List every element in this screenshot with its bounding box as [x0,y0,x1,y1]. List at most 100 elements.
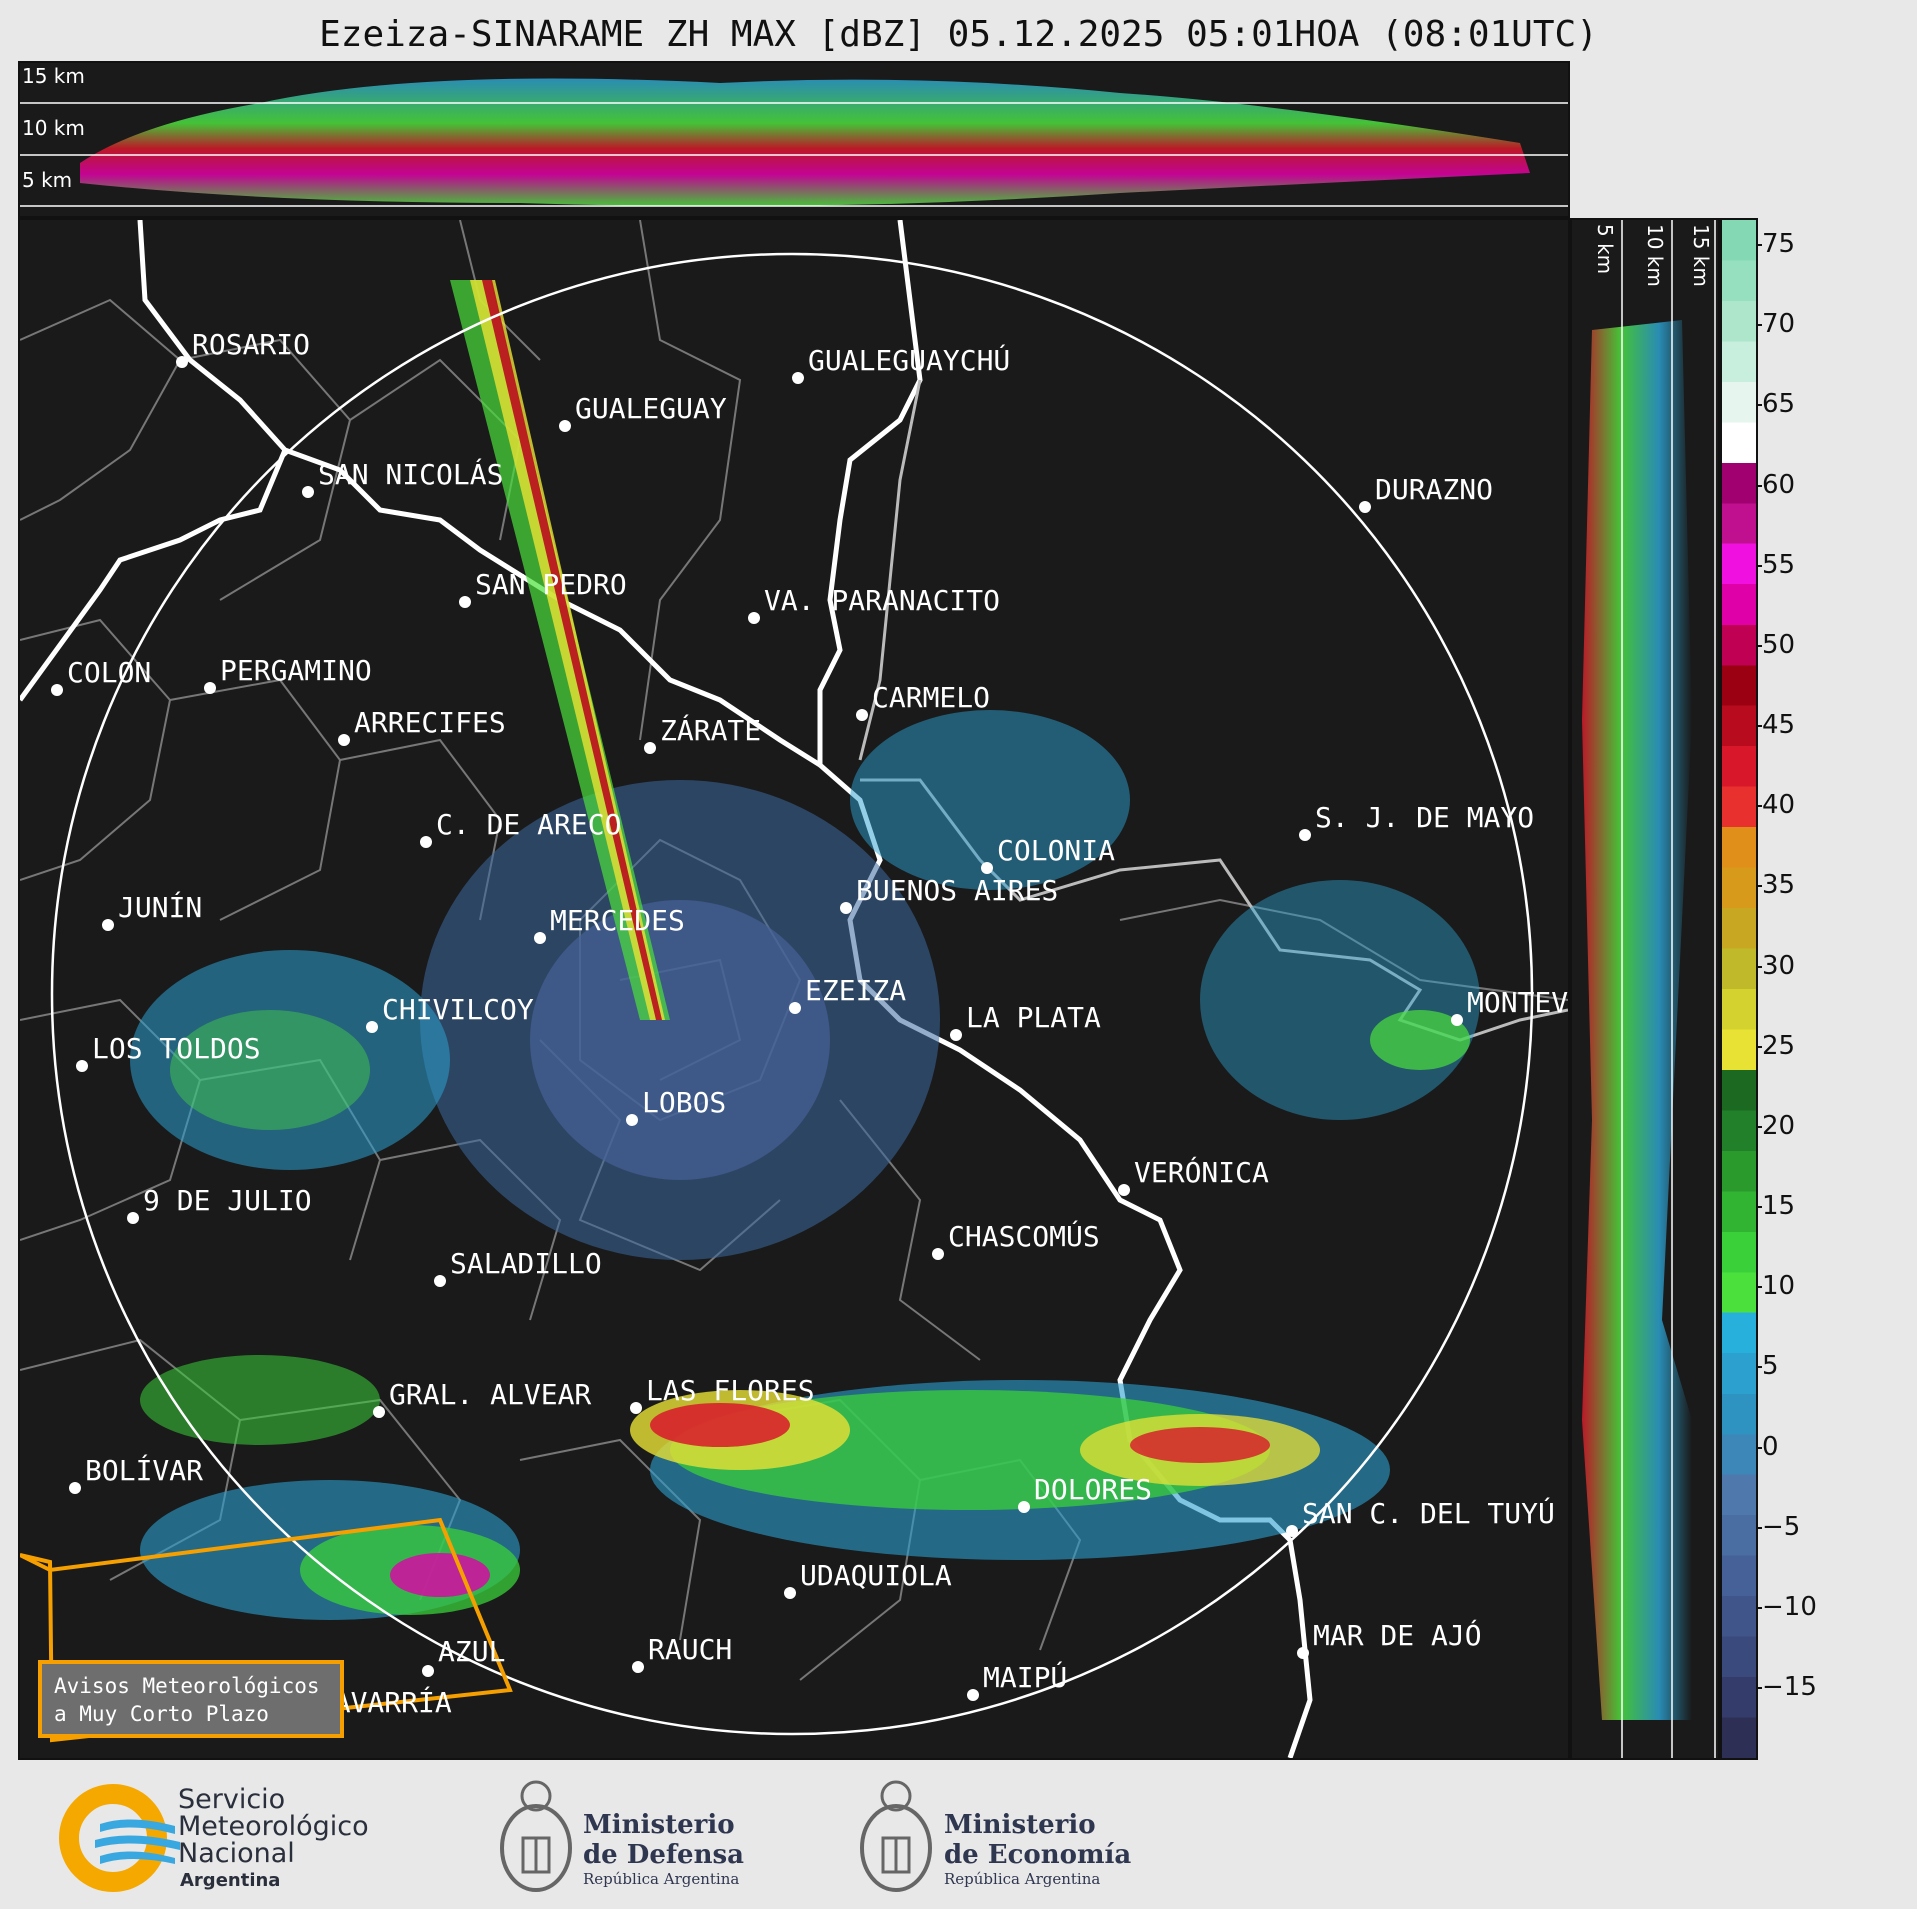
top-label-5km: 5 km [22,168,72,192]
city-label: LAS FLORES [646,1374,815,1407]
city-san-nicolás: SAN NICOLÁS [302,457,503,498]
city-dot [204,682,216,694]
smn-logo-icon [59,1784,180,1892]
warning-line-1: Avisos Meteorológicos [54,1674,320,1698]
top-cross-section-svg: 15 km 10 km 5 km [20,64,1568,207]
colorbar-tick-label: −10 [1756,1591,1817,1622]
right-label-10km: 10 km [1643,224,1667,287]
city-label: VERÓNICA [1134,1155,1269,1189]
city-label: MAR DE AJÓ [1313,1618,1482,1652]
colorbar-tick-label: 5 [1756,1351,1779,1382]
city-label: CARMELO [872,681,990,714]
city-rosario: ROSARIO [176,328,310,368]
city-los-toldos: LOS TOLDOS [76,1032,261,1072]
city-label: JUNÍN [118,890,202,924]
smn-logo-text: Servicio Meteorológico Nacional Argentin… [178,1786,369,1894]
economia-seal-icon [860,1780,932,1892]
city-dot [748,612,760,624]
city-dot [1018,1501,1030,1513]
smn-line-3: Nacional [178,1838,295,1869]
footer: Servicio Meteorológico Nacional Argentin… [0,1760,1917,1909]
city-label: ROSARIO [192,328,310,361]
city-label: SAN PEDRO [475,568,627,601]
city-durazno: DURAZNO [1359,473,1493,513]
city-mar-de-ajó: MAR DE AJÓ [1297,1618,1482,1659]
city-dot [559,420,571,432]
city-label: UDAQUIOLA [800,1559,952,1592]
warning-polygon [20,1517,513,1743]
city-junín: JUNÍN [102,890,202,931]
defensa-seal-icon [500,1780,572,1892]
city-dot [102,919,114,931]
colorbar-tick-label: 40 [1755,790,1796,821]
echo-south-red-2 [1130,1427,1270,1463]
city-label: CHASCOMÚS [948,1219,1100,1253]
city-s-j-de-mayo: S. J. DE MAYO [1299,801,1534,841]
city-dot [127,1212,139,1224]
city-zárate: ZÁRATE [644,713,761,754]
city-label: COLON [67,656,151,689]
city-dot [632,1661,644,1673]
city-label: ARRECIFES [354,706,506,739]
city-label: SAN NICOLÁS [318,457,503,491]
city-dot [840,902,852,914]
city-label: CHIVILCOY [382,993,534,1026]
colorbar-tick-label: 15 [1755,1191,1796,1221]
colorbar-tick-label: 70 [1755,309,1796,340]
smn-line-2: Meteorológico [178,1811,369,1842]
city-rauch: RAUCH [632,1633,732,1673]
city-label: EZEIZA [805,974,906,1007]
city-azul: AZUL [422,1635,505,1677]
city-label: DOLORES [1034,1473,1152,1506]
top-label-15km: 15 km [22,64,85,88]
right-cross-section-panel: 5 km 10 km 15 km [1570,218,1720,1760]
city-dot [932,1248,944,1260]
city-label: SAN C. DEL TUYÚ [1302,1496,1555,1530]
city-label: GRAL. ALVEAR [389,1378,591,1411]
echo-south-red-1 [650,1403,790,1447]
defensa-line-2: de Defensa [583,1840,744,1870]
defensa-sub: República Argentina [583,1870,740,1888]
city-dot [630,1402,642,1414]
city-label: MAIPÚ [983,1660,1067,1694]
city-dot [338,734,350,746]
city-dot [856,709,868,721]
warning-line-2: a Muy Corto Plazo [54,1702,269,1726]
city-colonia: COLONIA [981,834,1115,874]
economia-line-2: de Economía [944,1840,1132,1870]
city-label: AZUL [438,1635,505,1668]
warning-box[interactable]: Avisos Meteorológicos a Muy Corto Plazo [38,1660,344,1738]
colorbar-tick-label: 20 [1755,1110,1796,1141]
echo-alvear [140,1355,380,1445]
city-chivilcoy: CHIVILCOY [366,993,534,1033]
colorbar-tick-label: −5 [1755,1511,1801,1542]
echo-spoke-red [482,280,662,1020]
right-echo-shape [1582,320,1692,1720]
city-markers: ROSARIO GUALEGUAYCHÚ GUALEGUAY SAN NICOLÁS D… [51,328,1568,1719]
colorbar-tick-label: 75 [1755,229,1796,259]
echo-west-core [170,1010,370,1130]
radar-echoes [130,280,1480,1620]
city-va-paranacito: VA. PARANACITO [748,584,1000,624]
top-cross-section-panel: 15 km 10 km 5 km [18,61,1570,218]
colorbar-tick-label: 45 [1755,710,1796,740]
chart-title: Ezeiza-SINARAME ZH MAX [dBZ] 05.12.2025 … [319,14,1598,55]
city-dot [176,356,188,368]
city-label: VA. PARANACITO [764,584,1000,617]
city-label: GUALEGUAY [575,392,727,425]
city-label: PERGAMINO [220,654,372,687]
city-label: S. J. DE MAYO [1315,801,1534,834]
defensa-text: Ministerio de Defensa República Argentin… [583,1810,744,1888]
economia-sub: República Argentina [944,1870,1101,1888]
city-montevideo: MONTEVIDEO [1451,986,1568,1026]
city-bolívar: BOLÍVAR [69,1453,203,1494]
city-verónica: VERÓNICA [1118,1155,1269,1196]
city-dot [1118,1184,1130,1196]
right-label-5km: 5 km [1593,224,1617,274]
city-chascomús: CHASCOMÚS [932,1219,1100,1260]
city-label: 9 DE JULIO [143,1184,312,1217]
echo-east [1200,880,1480,1120]
city-gualeguay: GUALEGUAY [559,392,727,432]
echo-west [130,950,450,1170]
city-dot [1297,1647,1309,1659]
